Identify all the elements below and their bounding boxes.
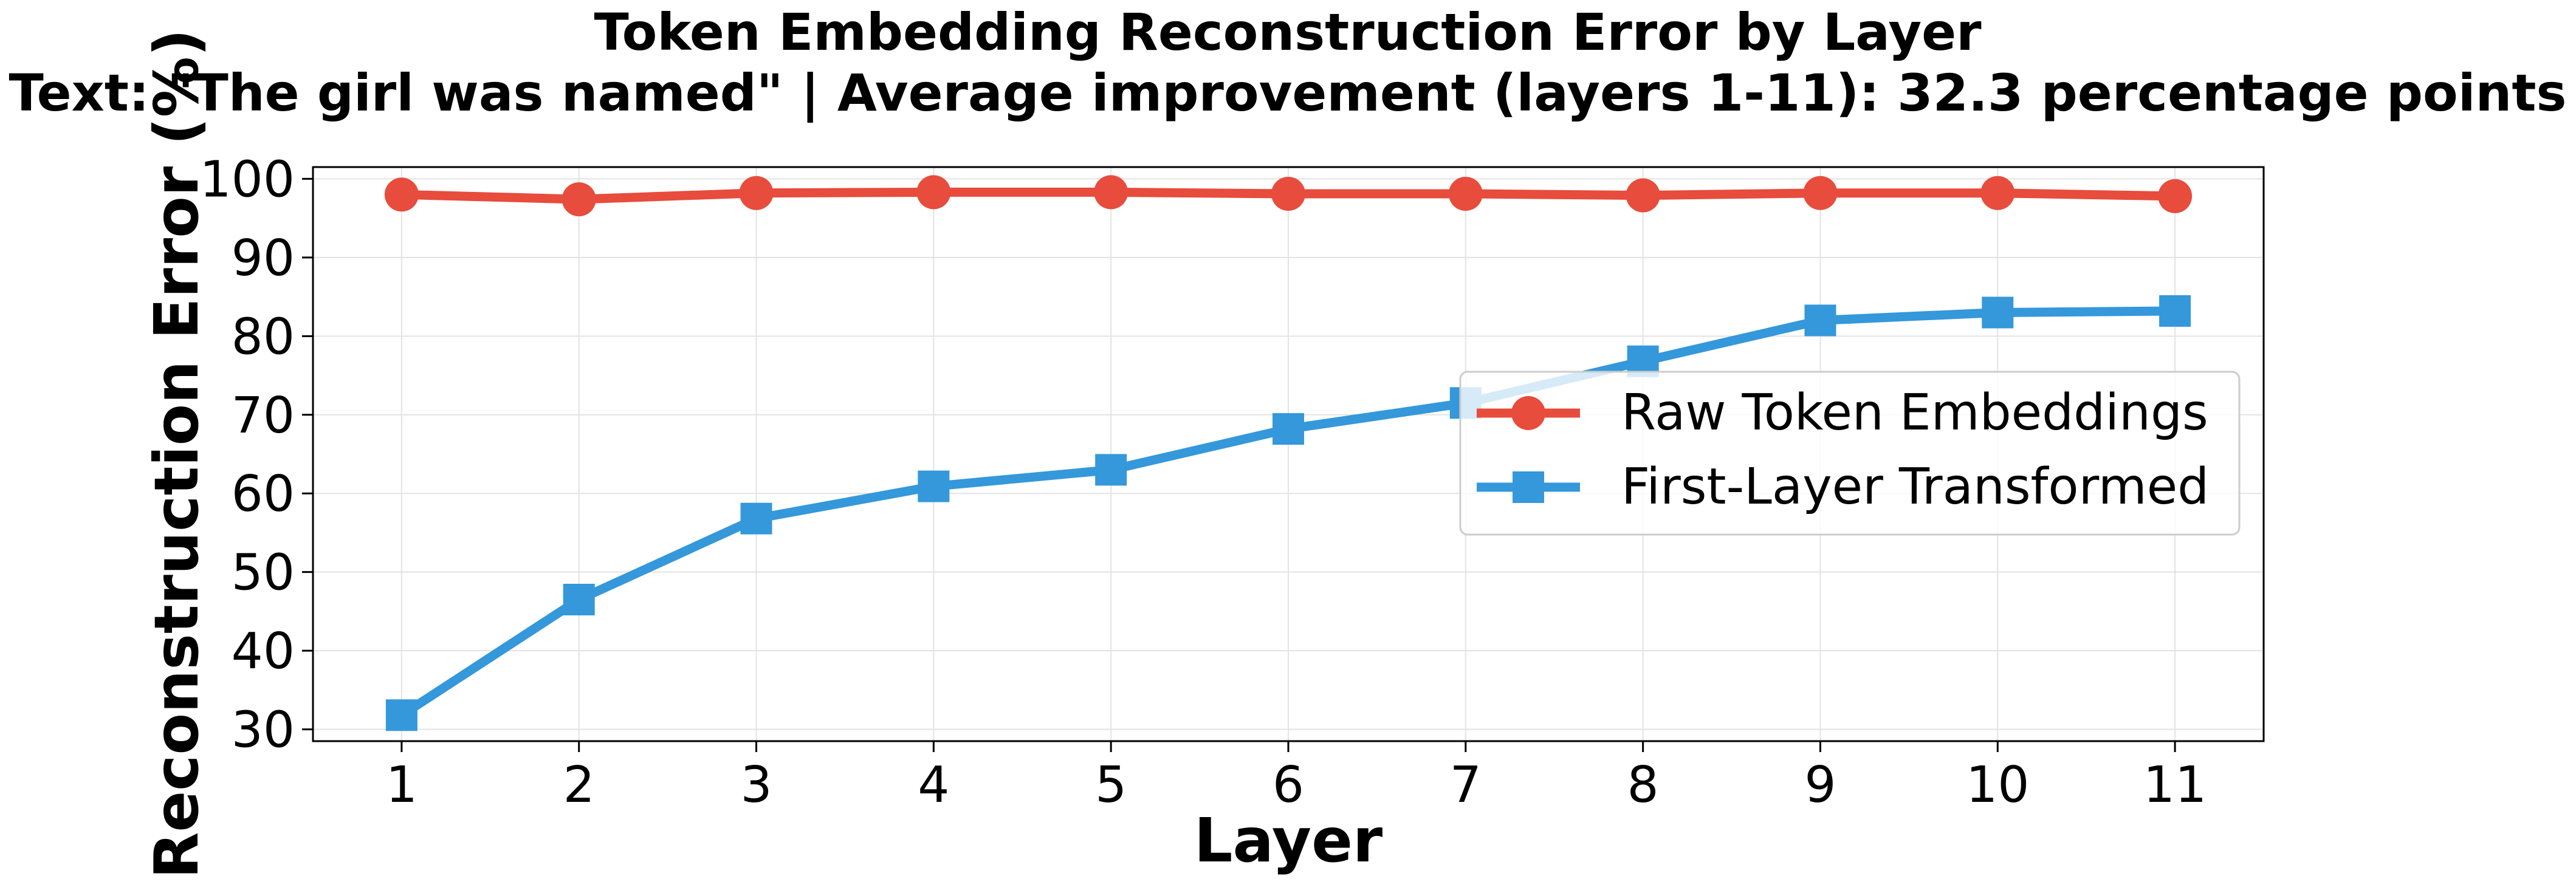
y-axis-ticks: 30 40 50 60 70 80 90 100 [199, 151, 313, 759]
legend: Raw Token Embeddings First-Layer Transfo… [1459, 371, 2241, 536]
x-axis-label: Layer [1194, 805, 1383, 876]
x-tick-label: 6 [1273, 756, 1304, 814]
y-tick-label: 80 [232, 308, 295, 366]
series-first-layer-transformed [385, 295, 2191, 731]
data-point [385, 699, 417, 731]
x-tick-label: 2 [563, 756, 595, 814]
data-point [1095, 454, 1127, 486]
x-tick-label: 4 [918, 756, 949, 814]
x-tick-label: 11 [2143, 756, 2207, 814]
data-point [918, 470, 950, 502]
legend-marker-transformed [1513, 471, 1544, 503]
y-tick-label: 30 [232, 702, 295, 759]
data-point [2158, 179, 2193, 213]
y-tick-label: 40 [232, 623, 295, 680]
x-tick-label: 8 [1627, 756, 1659, 814]
y-tick-label: 50 [232, 544, 295, 602]
y-tick-label: 70 [232, 387, 295, 445]
data-point [384, 177, 419, 212]
chart-title: Token Embedding Reconstruction Error by … [594, 2, 1982, 62]
data-point [916, 175, 951, 210]
data-point [1804, 304, 1836, 337]
data-point [1273, 413, 1304, 445]
x-tick-label: 10 [1966, 756, 2029, 814]
data-point [1271, 177, 1305, 211]
data-point [1982, 296, 2014, 329]
x-tick-label: 3 [740, 756, 772, 814]
legend-marker-raw [1511, 396, 1545, 430]
data-point [740, 502, 772, 535]
data-point [563, 583, 595, 615]
data-point [562, 182, 596, 217]
y-tick-label: 100 [199, 151, 295, 208]
legend-box [1459, 371, 2241, 536]
y-tick-label: 90 [232, 230, 295, 287]
data-point [739, 176, 774, 210]
chart-subtitle: Text: "The girl was named" | Average imp… [9, 63, 2567, 123]
legend-label-raw: Raw Token Embeddings [1621, 384, 2208, 442]
data-point [1803, 176, 1838, 210]
y-tick-label: 60 [232, 465, 295, 523]
legend-label-transformed: First-Layer Transformed [1621, 458, 2209, 516]
series-raw-token-embeddings [384, 175, 2193, 217]
x-tick-label: 9 [1804, 756, 1836, 814]
x-axis-ticks: 1 2 3 4 5 6 7 8 9 10 11 [386, 741, 2207, 814]
x-tick-label: 5 [1095, 756, 1127, 814]
data-point [1626, 178, 1660, 213]
series-group [384, 175, 2193, 731]
x-tick-label: 1 [386, 756, 417, 814]
data-point [1094, 175, 1128, 210]
x-tick-label: 7 [1450, 756, 1482, 814]
y-axis-label: Reconstruction Error (%) [141, 29, 212, 878]
data-point [2159, 295, 2191, 327]
data-point [1448, 177, 1483, 211]
data-point [1980, 176, 2015, 210]
